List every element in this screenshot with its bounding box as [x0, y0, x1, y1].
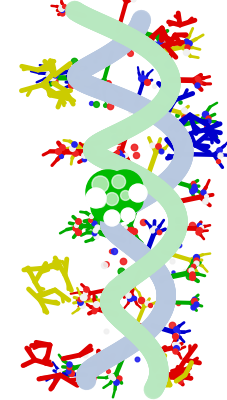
Circle shape: [86, 188, 106, 208]
Circle shape: [116, 187, 142, 213]
Circle shape: [91, 176, 108, 193]
Circle shape: [126, 213, 132, 220]
Circle shape: [86, 170, 129, 214]
Circle shape: [91, 193, 118, 221]
Circle shape: [109, 216, 117, 223]
Circle shape: [121, 208, 134, 222]
Circle shape: [128, 184, 146, 202]
Circle shape: [93, 196, 102, 204]
Circle shape: [105, 192, 118, 206]
Circle shape: [135, 191, 143, 199]
Circle shape: [101, 188, 134, 222]
Circle shape: [104, 210, 119, 226]
Circle shape: [106, 170, 142, 206]
Circle shape: [94, 197, 105, 208]
Circle shape: [120, 190, 130, 200]
Circle shape: [111, 175, 125, 188]
